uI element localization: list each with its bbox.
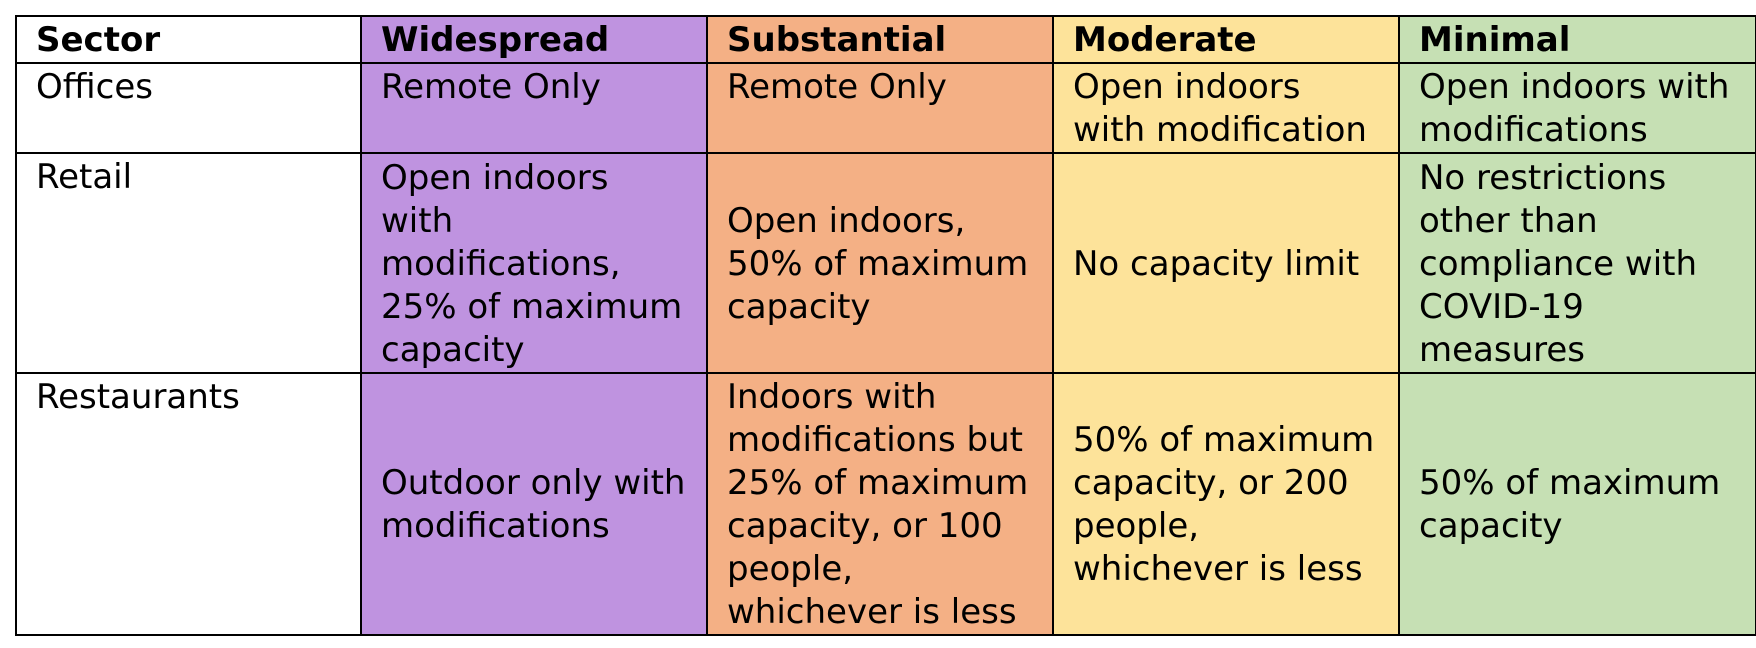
- cell-offices-widespread: Remote Only: [360, 62, 708, 154]
- table-row-retail: Retail Open indoors with modifications, …: [15, 152, 1756, 374]
- cell-offices-substantial: Remote Only: [706, 62, 1054, 154]
- cell-retail-substantial: Open indoors, 50% of maximum capacity: [706, 152, 1054, 374]
- cell-restaurants-moderate: 50% of maximum capacity, or 200 people, …: [1052, 372, 1400, 636]
- sector-restrictions-table: Sector Widespread Substantial Moderate M…: [15, 15, 1756, 636]
- header-row: Sector Widespread Substantial Moderate M…: [15, 15, 1756, 64]
- cell-restaurants-minimal: 50% of maximum capacity: [1398, 372, 1756, 636]
- header-substantial: Substantial: [706, 15, 1054, 64]
- header-widespread: Widespread: [360, 15, 708, 64]
- table-row-offices: Offices Remote Only Remote Only Open ind…: [15, 62, 1756, 154]
- cell-restaurants-substantial: Indoors with modifications but 25% of ma…: [706, 372, 1054, 636]
- cell-retail-minimal: No restrictions other than compliance wi…: [1398, 152, 1756, 374]
- header-minimal: Minimal: [1398, 15, 1756, 64]
- table-row-restaurants: Restaurants Outdoor only with modificati…: [15, 372, 1756, 636]
- cell-offices-minimal: Open indoors with modifications: [1398, 62, 1756, 154]
- cell-retail-moderate: No capacity limit: [1052, 152, 1400, 374]
- header-moderate: Moderate: [1052, 15, 1400, 64]
- cell-sector-retail: Retail: [15, 152, 362, 374]
- cell-retail-widespread: Open indoors with modifications, 25% of …: [360, 152, 708, 374]
- cell-offices-moderate: Open indoors with modification: [1052, 62, 1400, 154]
- cell-sector-restaurants: Restaurants: [15, 372, 362, 636]
- cell-restaurants-widespread: Outdoor only with modifications: [360, 372, 708, 636]
- cell-sector-offices: Offices: [15, 62, 362, 154]
- header-sector: Sector: [15, 15, 362, 64]
